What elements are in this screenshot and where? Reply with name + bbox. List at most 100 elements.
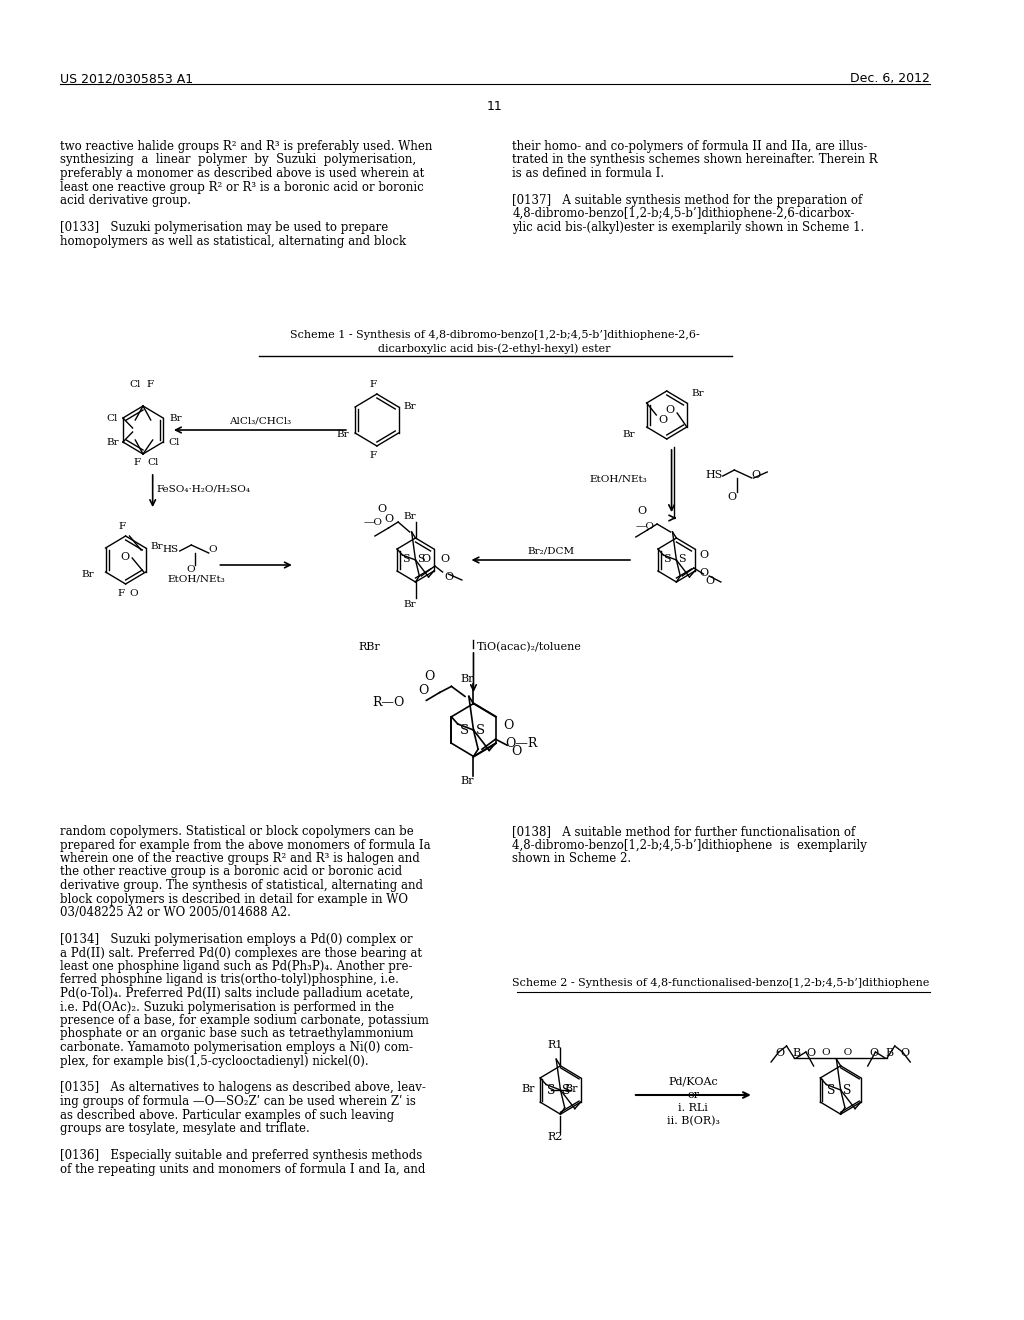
Text: Br: Br xyxy=(564,1084,578,1094)
Text: O    O: O O xyxy=(821,1048,852,1057)
Text: [0133]   Suzuki polymerisation may be used to prepare: [0133] Suzuki polymerisation may be used… xyxy=(60,220,388,234)
Text: or: or xyxy=(687,1090,699,1100)
Text: shown in Scheme 2.: shown in Scheme 2. xyxy=(512,851,631,865)
Text: [0136]   Especially suitable and preferred synthesis methods: [0136] Especially suitable and preferred… xyxy=(60,1148,422,1162)
Text: Cl: Cl xyxy=(147,458,159,467)
Text: AlCl₃/CHCl₃: AlCl₃/CHCl₃ xyxy=(229,416,291,425)
Text: Br: Br xyxy=(403,403,417,411)
Text: F: F xyxy=(146,380,154,389)
Text: TiO(acac)₂/toluene: TiO(acac)₂/toluene xyxy=(477,642,583,652)
Text: O: O xyxy=(699,568,709,578)
Text: O: O xyxy=(706,576,715,586)
Text: prepared for example from the above monomers of formula Ia: prepared for example from the above mono… xyxy=(60,838,430,851)
Text: O: O xyxy=(699,550,709,560)
Text: Scheme 1 - Synthesis of 4,8-dibromo-benzo[1,2-b;4,5-b’]dithiophene-2,6-: Scheme 1 - Synthesis of 4,8-dibromo-benz… xyxy=(290,330,699,341)
Text: O: O xyxy=(900,1048,909,1059)
Text: —O: —O xyxy=(364,517,382,527)
Text: their homo- and co-polymers of formula II and IIa, are illus-: their homo- and co-polymers of formula I… xyxy=(512,140,867,153)
Text: —O: —O xyxy=(636,521,654,531)
Text: homopolymers as well as statistical, alternating and block: homopolymers as well as statistical, alt… xyxy=(60,235,407,248)
Text: [0138]   A suitable method for further functionalisation of: [0138] A suitable method for further fun… xyxy=(512,825,855,838)
Text: HS: HS xyxy=(163,545,178,554)
Text: S: S xyxy=(827,1084,836,1097)
Text: EtOH/NEt₃: EtOH/NEt₃ xyxy=(590,475,647,484)
Text: R2: R2 xyxy=(547,1133,562,1142)
Text: US 2012/0305853 A1: US 2012/0305853 A1 xyxy=(60,73,194,84)
Text: R1: R1 xyxy=(547,1040,562,1049)
Text: phosphate or an organic base such as tetraethylammonium: phosphate or an organic base such as tet… xyxy=(60,1027,414,1040)
Text: Br: Br xyxy=(81,570,94,579)
Text: Br: Br xyxy=(403,512,416,521)
Text: O: O xyxy=(421,554,430,564)
Text: O—R: O—R xyxy=(505,737,538,750)
Text: Br: Br xyxy=(169,414,181,422)
Text: [0134]   Suzuki polymerisation employs a Pd(0) complex or: [0134] Suzuki polymerisation employs a P… xyxy=(60,933,413,946)
Text: O: O xyxy=(869,1048,879,1059)
Text: O: O xyxy=(775,1048,784,1059)
Text: FeSO₄·H₂O/H₂SO₄: FeSO₄·H₂O/H₂SO₄ xyxy=(157,484,251,492)
Text: O: O xyxy=(728,492,736,502)
Text: plex, for example bis(1,5-cyclooctadienyl) nickel(0).: plex, for example bis(1,5-cyclooctadieny… xyxy=(60,1055,369,1068)
Text: ferred phosphine ligand is tris(ortho-tolyl)phosphine, i.e.: ferred phosphine ligand is tris(ortho-to… xyxy=(60,974,398,986)
Text: carbonate. Yamamoto polymerisation employs a Ni(0) com-: carbonate. Yamamoto polymerisation emplo… xyxy=(60,1041,413,1053)
Text: S: S xyxy=(547,1084,555,1097)
Text: trated in the synthesis schemes shown hereinafter. Therein R: trated in the synthesis schemes shown he… xyxy=(512,153,878,166)
Text: Br: Br xyxy=(522,1084,536,1094)
Text: preferably a monomer as described above is used wherein at: preferably a monomer as described above … xyxy=(60,168,424,180)
Text: synthesizing  a  linear  polymer  by  Suzuki  polymerisation,: synthesizing a linear polymer by Suzuki … xyxy=(60,153,416,166)
Text: F: F xyxy=(370,451,377,459)
Text: wherein one of the reactive groups R² and R³ is halogen and: wherein one of the reactive groups R² an… xyxy=(60,851,420,865)
Text: F: F xyxy=(370,380,377,389)
Text: is as defined in formula I.: is as defined in formula I. xyxy=(512,168,665,180)
Text: O: O xyxy=(129,589,138,598)
Text: O: O xyxy=(378,504,387,513)
Text: O: O xyxy=(658,414,668,425)
Text: S: S xyxy=(418,554,425,564)
Text: a Pd(II) salt. Preferred Pd(0) complexes are those bearing at: a Pd(II) salt. Preferred Pd(0) complexes… xyxy=(60,946,422,960)
Text: Br: Br xyxy=(460,776,473,785)
Text: F: F xyxy=(133,458,140,467)
Text: O: O xyxy=(186,565,196,574)
Text: O: O xyxy=(752,470,761,480)
Text: O: O xyxy=(209,545,217,554)
Text: R—O: R—O xyxy=(373,697,406,709)
Text: O: O xyxy=(385,513,393,524)
Text: Br: Br xyxy=(623,430,635,440)
Text: O: O xyxy=(666,405,675,414)
Text: S: S xyxy=(843,1084,851,1097)
Text: Br: Br xyxy=(692,389,705,399)
Text: S: S xyxy=(460,723,469,737)
Text: 11: 11 xyxy=(486,100,503,114)
Text: B: B xyxy=(793,1048,801,1059)
Text: RBr: RBr xyxy=(358,642,380,652)
Text: ylic acid bis-(alkyl)ester is exemplarily shown in Scheme 1.: ylic acid bis-(alkyl)ester is exemplaril… xyxy=(512,220,864,234)
Text: S: S xyxy=(402,554,410,564)
Text: O: O xyxy=(638,506,647,516)
Text: [0137]   A suitable synthesis method for the preparation of: [0137] A suitable synthesis method for t… xyxy=(512,194,862,207)
Text: ing groups of formula —O—SO₂Zʹ can be used wherein Zʹ is: ing groups of formula —O—SO₂Zʹ can be us… xyxy=(60,1096,416,1107)
Text: S: S xyxy=(475,723,484,737)
Text: 4,8-dibromo-benzo[1,2-b;4,5-b’]dithiophene-2,6-dicarbox-: 4,8-dibromo-benzo[1,2-b;4,5-b’]dithiophe… xyxy=(512,207,855,220)
Text: random copolymers. Statistical or block copolymers can be: random copolymers. Statistical or block … xyxy=(60,825,414,838)
Text: O: O xyxy=(503,719,514,733)
Text: S: S xyxy=(663,554,671,564)
Text: Br: Br xyxy=(106,438,119,447)
Text: of the repeating units and monomers of formula I and Ia, and: of the repeating units and monomers of f… xyxy=(60,1163,425,1176)
Text: 4,8-dibromo-benzo[1,2-b;4,5-b’]dithiophene  is  exemplarily: 4,8-dibromo-benzo[1,2-b;4,5-b’]dithiophe… xyxy=(512,838,867,851)
Text: S: S xyxy=(678,554,686,564)
Text: Br: Br xyxy=(336,430,349,440)
Text: two reactive halide groups R² and R³ is preferably used. When: two reactive halide groups R² and R³ is … xyxy=(60,140,432,153)
Text: i. RLi: i. RLi xyxy=(678,1104,709,1113)
Text: presence of a base, for example sodium carbonate, potassium: presence of a base, for example sodium c… xyxy=(60,1014,429,1027)
Text: groups are tosylate, mesylate and triflate.: groups are tosylate, mesylate and trifla… xyxy=(60,1122,309,1135)
Text: O: O xyxy=(121,552,130,562)
Text: O: O xyxy=(444,572,454,582)
Text: Br: Br xyxy=(403,601,416,609)
Text: i.e. Pd(OAc)₂. Suzuki polymerisation is performed in the: i.e. Pd(OAc)₂. Suzuki polymerisation is … xyxy=(60,1001,394,1014)
Text: B: B xyxy=(885,1048,893,1059)
Text: the other reactive group is a boronic acid or boronic acid: the other reactive group is a boronic ac… xyxy=(60,866,402,879)
Text: block copolymers is described in detail for example in WO: block copolymers is described in detail … xyxy=(60,892,408,906)
Text: S: S xyxy=(562,1084,570,1097)
Text: EtOH/NEt₃: EtOH/NEt₃ xyxy=(167,576,225,583)
Text: O: O xyxy=(806,1048,815,1059)
